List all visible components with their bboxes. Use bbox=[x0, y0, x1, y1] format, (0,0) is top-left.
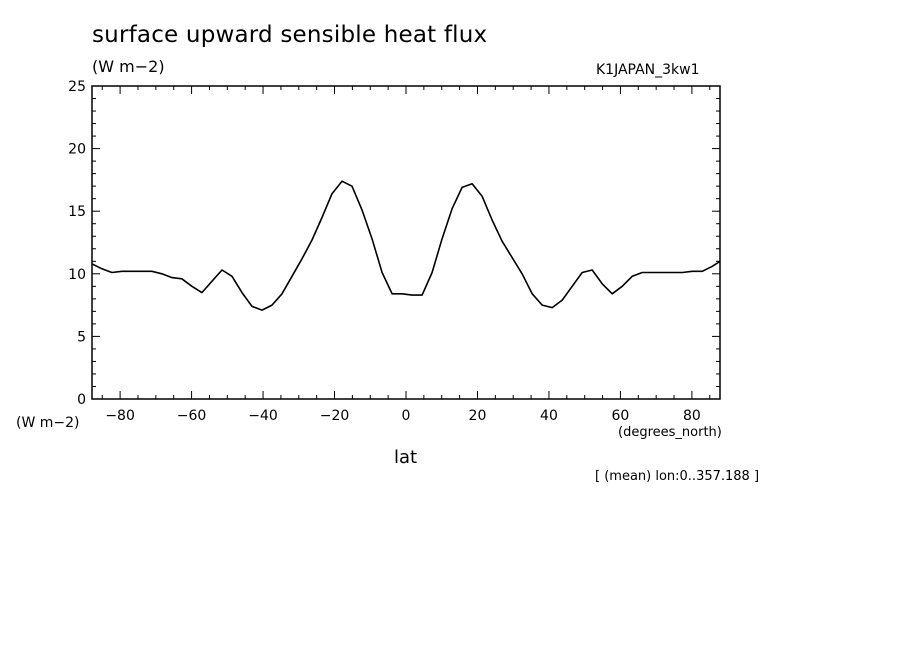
y-tick-label: 20 bbox=[68, 142, 86, 158]
y-axis-units: (W m−2) bbox=[16, 415, 80, 431]
x-tick-label: −20 bbox=[320, 408, 350, 424]
chart-title: surface upward sensible heat flux bbox=[92, 22, 488, 48]
run-name: K1JAPAN_3kw1 bbox=[596, 62, 700, 78]
y-tick-label: 25 bbox=[68, 79, 86, 95]
x-tick-label: 60 bbox=[612, 408, 630, 424]
x-tick-label: −60 bbox=[177, 408, 207, 424]
x-tick-label: 0 bbox=[402, 408, 411, 424]
averaging-note: [ (mean) lon:0..357.188 ] bbox=[595, 469, 760, 484]
plot-frame bbox=[91, 85, 721, 400]
y-tick-label: 15 bbox=[68, 204, 86, 220]
series-line bbox=[91, 180, 721, 311]
y-tick-label: 10 bbox=[68, 267, 86, 283]
chart-units: (W m−2) bbox=[92, 57, 165, 76]
x-tick-label: −40 bbox=[248, 408, 278, 424]
y-tick-label: 0 bbox=[77, 392, 86, 408]
x-axis-units: (degrees_north) bbox=[618, 425, 722, 440]
x-axis-label: lat bbox=[394, 447, 418, 468]
x-tick-label: 40 bbox=[540, 408, 558, 424]
x-tick-label: 80 bbox=[683, 408, 701, 424]
x-tick-label: 20 bbox=[469, 408, 487, 424]
y-tick-label: 5 bbox=[77, 329, 86, 345]
x-tick-label: −80 bbox=[105, 408, 135, 424]
